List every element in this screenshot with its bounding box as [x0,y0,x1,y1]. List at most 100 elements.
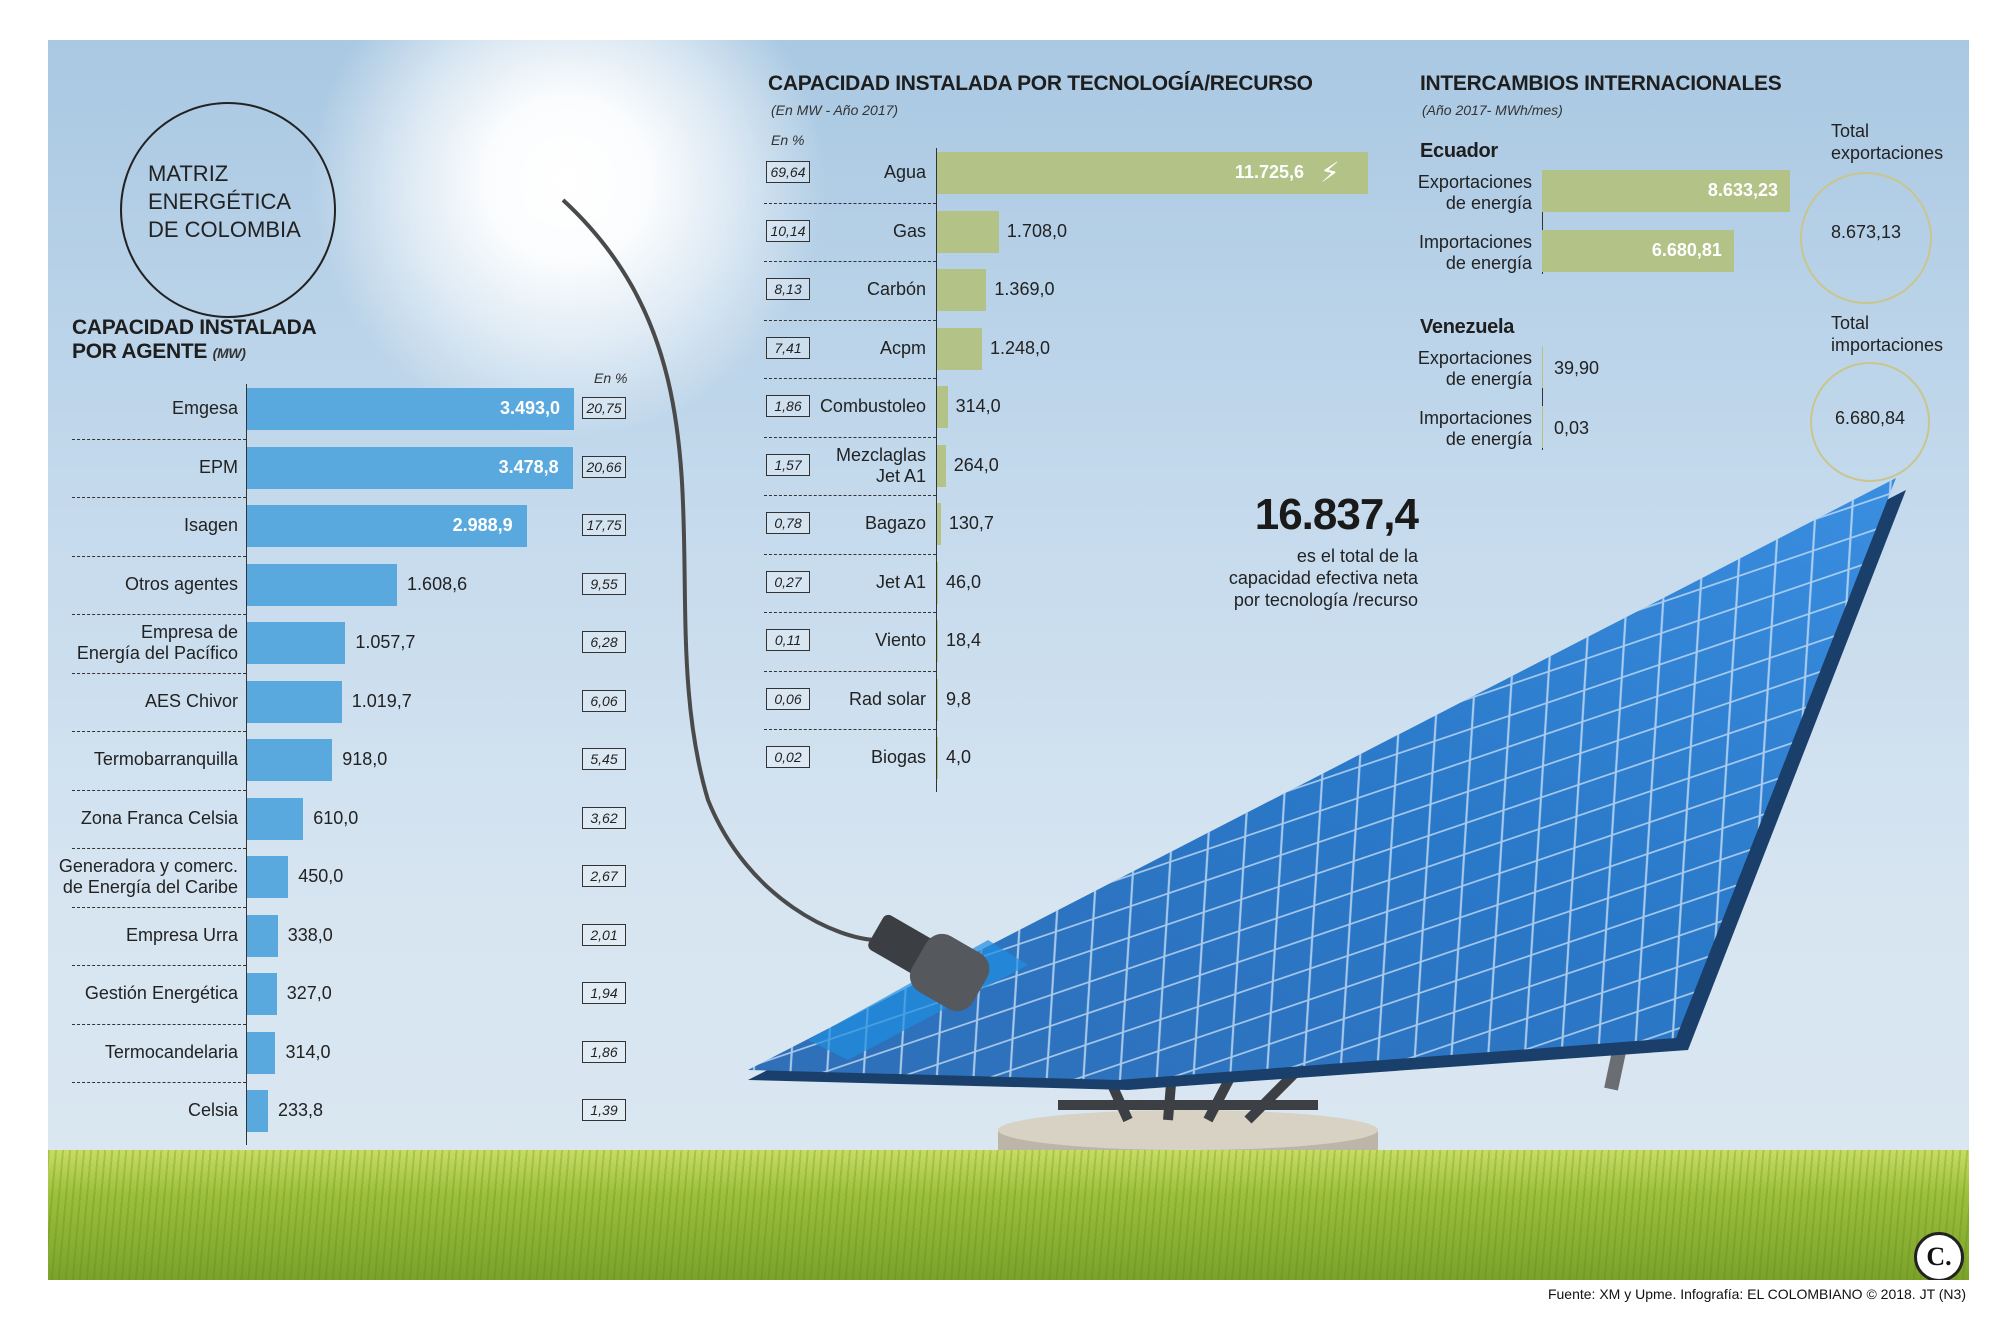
tech-bar-value: 46,0 [946,571,982,592]
agent-bar [246,622,346,664]
agents-heading-line2: POR AGENTE [72,340,208,363]
label-line: exportaciones [1831,143,1944,163]
agent-bar-value: 610,0 [313,807,359,828]
solar-panel-illustration [561,198,1906,1208]
agent-bar-value: 1.019,7 [351,690,412,711]
tech-label: Rad solar [808,689,926,710]
title-line: MATRIZ [148,161,229,186]
tech-percent: 10,14 [766,219,810,242]
tech-label-line: Acpm [879,337,926,358]
agent-label-line: Isagen [183,515,238,535]
row-separator [764,553,936,555]
agents-heading: CAPACIDAD INSTALADA POR AGENTE (MW) [72,316,317,365]
tech-bar [936,327,982,370]
title-line: ENERGÉTICA [148,189,292,214]
total-exports-circle [1800,172,1932,304]
agent-percent: 1,94 [582,982,626,1004]
agent-label-line: Gestión Energética [84,983,238,1003]
row-separator [764,670,936,672]
exchange-label: Importaciones de energía [1388,408,1532,450]
agent-percent: 17,75 [582,514,626,536]
caption-line: por tecnología /recurso [1233,590,1418,610]
agent-bar [246,914,278,957]
title-line: DE COLOMBIA [148,217,301,242]
row-separator [72,731,246,732]
row-separator [72,555,246,557]
agent-label: Empresa de Energía del Pacífico [48,622,238,664]
row-separator [72,672,246,674]
exchanges-heading: INTERCAMBIOS INTERNACIONALES [1420,72,1782,95]
agent-bar [246,505,527,547]
exchange-label: Importaciones de energía [1388,232,1532,274]
agent-bar [246,680,342,723]
agent-label-line: Generadora y comerc. [58,856,238,876]
tech-label: Acpm [808,338,926,359]
tech-percent: 0,27 [766,570,810,593]
row-separator [764,729,936,730]
tech-label-line: Viento [875,630,926,650]
tech-label: Mezclaglas Jet A1 [808,445,926,487]
total-imports-value: 6.680,84 [1834,408,1906,428]
agents-unit: (MW) [212,345,246,361]
row-separator [72,438,246,440]
tech-label-line: Carbón [866,279,926,299]
tech-percent: 0,02 [766,746,810,768]
agent-label-line: AES Chivor [144,690,238,711]
exchange-bar [1542,406,1543,448]
agent-bar [246,388,574,430]
exchange-bar [1542,346,1544,388]
agent-label: Isagen [48,515,238,536]
agent-bar [246,739,333,781]
tech-label-line: Mezclaglas [835,444,926,465]
exchange-bar [1542,230,1734,272]
exchange-axis [1542,170,1543,274]
agent-bar-value: 450,0 [298,866,344,886]
agent-label: Empresa Urra [48,925,238,946]
tech-label: Agua [808,162,926,183]
tech-label: Gas [808,221,926,242]
main-title: MATRIZ ENERGÉTICA DE COLOMBIA [148,160,301,244]
tech-percent: 0,78 [766,512,810,534]
agent-percent: 6,06 [582,689,626,712]
row-separator [764,495,936,496]
exchange-label-line: Exportaciones [1417,348,1532,368]
tech-bar-value: 18,4 [946,630,982,650]
exchange-label-line: de energía [1445,193,1532,213]
tech-label: Carbón [808,279,926,300]
tech-bar [936,678,938,721]
total-capacity-caption: es el total de la capacidad efectiva net… [1148,545,1418,611]
agent-label: EPM [48,457,238,478]
exchange-bar-value: 39,90 [1554,358,1600,378]
agent-label-line: Termobarranquilla [93,749,238,769]
sun-glow [308,40,828,440]
tech-label-line: Bagazo [864,513,926,533]
exchange-axis [1542,346,1543,450]
tech-bar-value: 130,7 [948,513,994,533]
agent-percent: 3,62 [582,806,626,829]
total-imports-circle [1810,362,1930,482]
exchange-bar-value: 0,03 [1554,418,1590,438]
agent-bar [246,1031,276,1074]
label-line: Total [1831,121,1870,141]
agents-heading-line1: CAPACIDAD INSTALADA [72,316,317,339]
agent-bar-value: 1.057,7 [355,632,416,652]
exchange-label-line: Importaciones [1418,408,1532,428]
agents-pct-header: En % [594,370,628,386]
tech-bar [936,444,946,487]
agent-percent: 20,66 [582,455,626,478]
row-separator [764,378,936,379]
title-circle [120,102,336,318]
agent-label: Zona Franca Celsia [48,808,238,829]
tech-bar [936,561,938,604]
tech-bar-value: 1.369,0 [994,279,1055,299]
label-line: importaciones [1831,335,1944,355]
tech-label-line: Combustoleo [819,396,926,416]
agent-bar-value: 314,0 [285,1041,331,1062]
row-separator [72,789,246,791]
total-capacity-value: 16.837,4 [1254,490,1419,539]
agent-percent: 20,75 [582,397,626,419]
agent-label-line: Empresa Urra [125,924,238,945]
tech-bar [936,210,999,253]
agent-label-line: Zona Franca Celsia [80,807,238,828]
tech-percent: 1,86 [766,395,810,417]
